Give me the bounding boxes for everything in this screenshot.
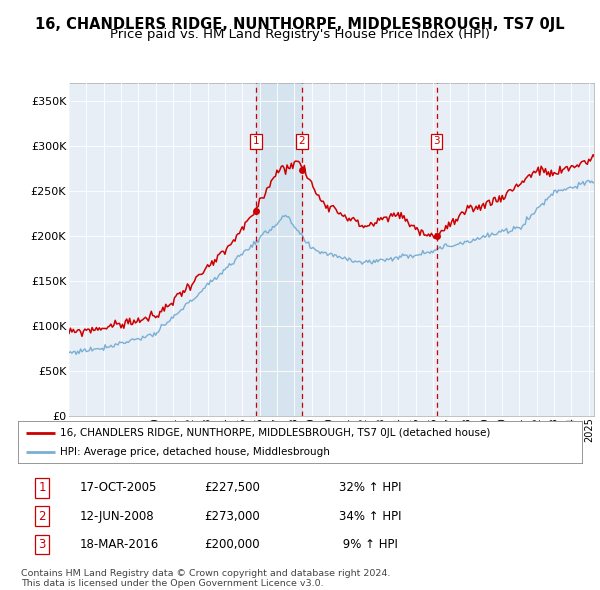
Bar: [256, 83, 302, 416]
Text: Contains HM Land Registry data © Crown copyright and database right 2024.: Contains HM Land Registry data © Crown c…: [21, 569, 391, 578]
Text: 1: 1: [253, 136, 259, 146]
Text: £227,500: £227,500: [204, 481, 260, 494]
Text: 18-MAR-2016: 18-MAR-2016: [80, 538, 159, 551]
Text: 1: 1: [38, 481, 46, 494]
Text: 2: 2: [38, 510, 46, 523]
Text: 34% ↑ HPI: 34% ↑ HPI: [340, 510, 402, 523]
Text: £273,000: £273,000: [204, 510, 260, 523]
Text: 9% ↑ HPI: 9% ↑ HPI: [340, 538, 398, 551]
Text: 12-JUN-2008: 12-JUN-2008: [80, 510, 155, 523]
Text: 3: 3: [38, 538, 46, 551]
Text: £200,000: £200,000: [204, 538, 260, 551]
Text: 16, CHANDLERS RIDGE, NUNTHORPE, MIDDLESBROUGH, TS7 0JL: 16, CHANDLERS RIDGE, NUNTHORPE, MIDDLESB…: [35, 17, 565, 31]
Text: 17-OCT-2005: 17-OCT-2005: [80, 481, 157, 494]
Text: 16, CHANDLERS RIDGE, NUNTHORPE, MIDDLESBROUGH, TS7 0JL (detached house): 16, CHANDLERS RIDGE, NUNTHORPE, MIDDLESB…: [60, 428, 491, 438]
Text: Price paid vs. HM Land Registry's House Price Index (HPI): Price paid vs. HM Land Registry's House …: [110, 28, 490, 41]
Text: 2: 2: [299, 136, 305, 146]
Text: 32% ↑ HPI: 32% ↑ HPI: [340, 481, 402, 494]
Text: HPI: Average price, detached house, Middlesbrough: HPI: Average price, detached house, Midd…: [60, 447, 330, 457]
Text: 3: 3: [433, 136, 440, 146]
Text: This data is licensed under the Open Government Licence v3.0.: This data is licensed under the Open Gov…: [21, 579, 323, 588]
